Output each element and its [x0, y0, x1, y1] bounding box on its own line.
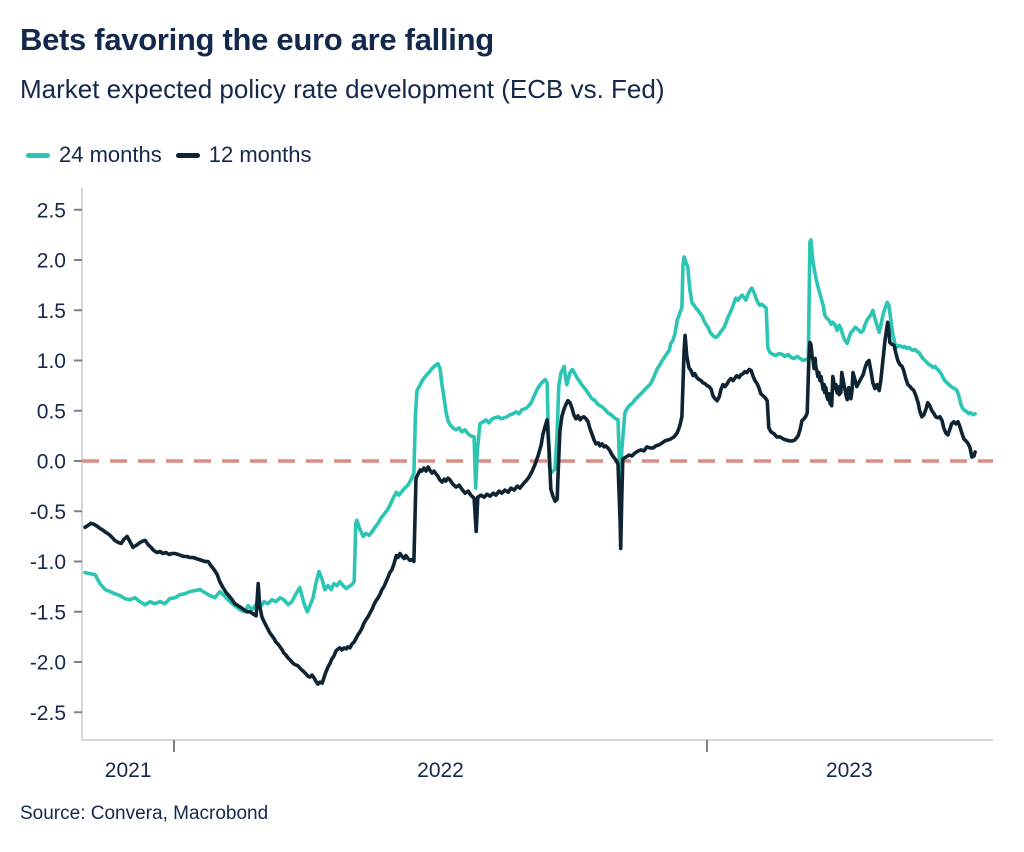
y-tick-label: 0.0: [37, 451, 66, 474]
series-line-12-months: [83, 320, 977, 686]
legend-swatch-icon: [175, 152, 200, 158]
y-tick-label: 0.5: [37, 400, 66, 423]
y-tick-label: 1.0: [37, 350, 66, 373]
legend-label: 24 months: [59, 142, 162, 167]
y-tick-label: -1.0: [30, 551, 66, 574]
series-line-24-months: [83, 238, 977, 614]
legend: 24 months 12 months: [26, 142, 311, 168]
y-tick-label: 2.5: [37, 199, 66, 222]
legend-label: 12 months: [208, 142, 312, 167]
source-note: Source: Convera, Macrobond: [20, 803, 269, 824]
y-tick-label: -1.5: [30, 601, 66, 624]
y-tick-label: -0.5: [30, 501, 66, 524]
legend-item-12-months: 12 months: [175, 142, 312, 168]
chart-title: Bets favoring the euro are falling: [20, 22, 494, 57]
y-tick-label: -2.0: [30, 652, 66, 675]
legend-item-24-months: 24 months: [26, 142, 162, 168]
y-tick-label: 2.0: [37, 250, 66, 273]
x-tick-label: 2022: [417, 759, 464, 782]
y-tick-label: 1.5: [37, 300, 66, 323]
x-tick-label: 2023: [826, 759, 873, 782]
x-tick-label: 2021: [105, 759, 152, 782]
y-tick-label: -2.5: [30, 702, 66, 725]
chart-subtitle: Market expected policy rate development …: [20, 74, 665, 104]
legend-swatch-icon: [26, 152, 50, 158]
